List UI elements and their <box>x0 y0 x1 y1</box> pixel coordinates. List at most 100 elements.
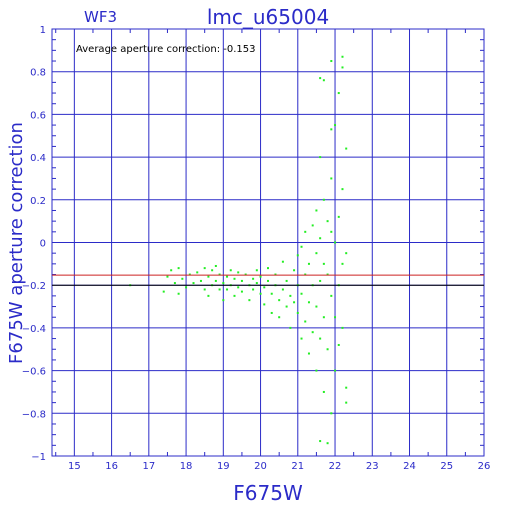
x-tick-label: 23 <box>366 461 379 472</box>
x-axis-label: F675W <box>233 481 303 505</box>
x-tick-label: 15 <box>68 461 81 472</box>
data-point <box>229 269 232 272</box>
data-point <box>334 124 337 127</box>
data-point <box>289 294 292 297</box>
data-point <box>207 275 210 278</box>
data-point <box>270 311 273 314</box>
data-point <box>177 267 180 270</box>
x-tick-label: 20 <box>254 461 267 472</box>
x-tick-label: 19 <box>217 461 230 472</box>
data-point <box>289 326 292 329</box>
data-point <box>166 275 169 278</box>
data-point <box>181 277 184 280</box>
data-point <box>330 60 333 63</box>
data-point <box>281 288 284 291</box>
data-point <box>248 299 251 302</box>
data-point <box>300 337 303 340</box>
data-point <box>222 299 225 302</box>
data-point <box>177 292 180 295</box>
data-point <box>319 237 322 240</box>
data-point <box>330 412 333 415</box>
x-tick-labels: 15 16 17 18 19 20 21 22 23 24 25 26 <box>68 461 490 472</box>
data-point <box>334 369 337 372</box>
y-tick-label: −0.2 <box>22 281 46 292</box>
data-point <box>240 290 243 293</box>
data-point <box>199 279 202 282</box>
data-point <box>315 252 318 255</box>
data-point <box>207 294 210 297</box>
y-tick-label: −0.4 <box>22 324 46 335</box>
data-point <box>185 286 188 289</box>
data-point <box>330 230 333 233</box>
x-tick-label: 22 <box>329 461 342 472</box>
data-point <box>322 390 325 393</box>
y-tick-labels: 1 0.8 0.6 0.4 0.2 0 −0.2 −0.4 −0.6 −0.8 −1 <box>22 25 46 463</box>
data-point <box>341 55 344 58</box>
x-tick-label: 25 <box>440 461 453 472</box>
data-point <box>319 337 322 340</box>
data-point <box>211 269 214 272</box>
data-point <box>170 269 173 272</box>
data-point <box>307 352 310 355</box>
data-point <box>222 282 225 285</box>
data-point <box>304 230 307 233</box>
data-point <box>341 326 344 329</box>
data-point <box>311 224 314 227</box>
data-point <box>337 343 340 346</box>
x-tick-label: 21 <box>291 461 304 472</box>
data-point <box>233 277 236 280</box>
data-point <box>319 440 322 443</box>
data-point <box>322 316 325 319</box>
data-point <box>293 269 296 272</box>
y-tick-label: −0.6 <box>22 367 46 378</box>
data-point <box>296 311 299 314</box>
data-point <box>203 267 206 270</box>
data-point <box>315 369 318 372</box>
data-point <box>255 269 258 272</box>
data-point <box>319 279 322 282</box>
data-point <box>322 198 325 201</box>
data-point <box>319 77 322 80</box>
data-point <box>296 254 299 257</box>
data-point <box>300 245 303 248</box>
x-tick-label: 17 <box>142 461 155 472</box>
data-point <box>345 147 348 150</box>
data-point <box>196 271 199 274</box>
average-annotation: Average aperture correction: -0.153 <box>76 44 256 55</box>
x-tick-label: 16 <box>105 461 118 472</box>
y-tick-label: 1 <box>40 25 46 36</box>
data-point <box>341 188 344 191</box>
data-point <box>322 79 325 82</box>
data-point <box>244 273 247 276</box>
y-tick-label: −1 <box>31 452 46 463</box>
data-point <box>270 292 273 295</box>
data-point <box>226 275 229 278</box>
data-point <box>322 262 325 265</box>
data-point <box>326 273 329 276</box>
data-point <box>278 316 281 319</box>
data-point <box>192 282 195 285</box>
data-point <box>214 279 217 282</box>
data-point <box>341 262 344 265</box>
data-point <box>263 286 266 289</box>
data-point <box>330 128 333 131</box>
grid <box>51 28 485 457</box>
data-point <box>293 301 296 304</box>
data-point <box>341 66 344 69</box>
x-tick-label: 24 <box>403 461 416 472</box>
data-point <box>326 220 329 223</box>
data-point <box>311 331 314 334</box>
data-point <box>274 273 277 276</box>
data-point <box>281 260 284 263</box>
y-tick-label: 0 <box>40 239 46 250</box>
data-point <box>345 386 348 389</box>
data-point <box>226 288 229 291</box>
data-point <box>319 156 322 159</box>
data-point <box>330 177 333 180</box>
x-tick-label: 26 <box>478 461 491 472</box>
data-point <box>252 277 255 280</box>
data-point <box>307 301 310 304</box>
data-point <box>218 288 221 291</box>
x-tick-label: 18 <box>180 461 193 472</box>
